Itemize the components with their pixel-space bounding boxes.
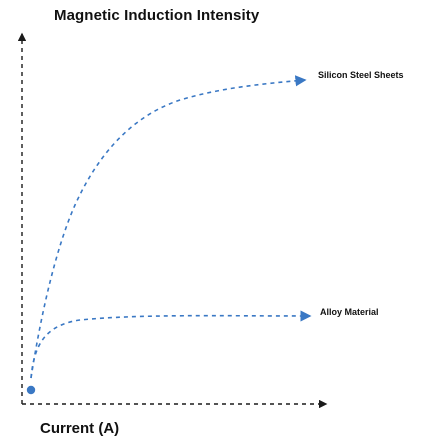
silicon-steel-label: Silicon Steel Sheets — [318, 70, 404, 80]
diagram-title: Magnetic Induction Intensity — [54, 7, 260, 24]
alloy-material-label: Alloy Material — [320, 307, 379, 317]
silicon-steel-curve — [30, 75, 307, 379]
origin-dot — [26, 385, 36, 395]
x-axis-label: Current (A) — [40, 420, 120, 437]
alloy-material-curve — [30, 310, 312, 379]
